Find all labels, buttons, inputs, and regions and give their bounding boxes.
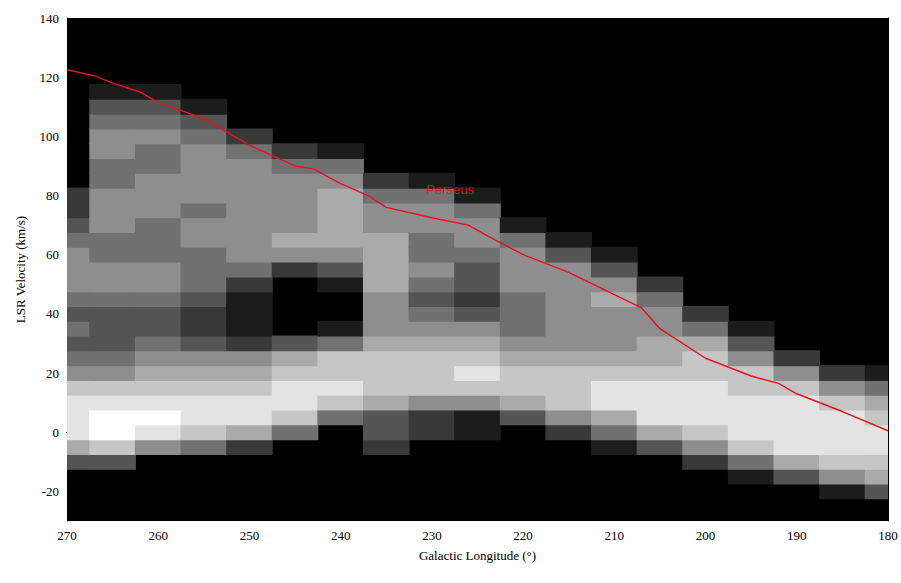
svg-text:140: 140 [40,11,60,26]
svg-text:100: 100 [40,129,60,144]
svg-text:20: 20 [46,366,59,381]
svg-text:220: 220 [513,528,533,543]
svg-text:120: 120 [40,70,60,85]
svg-text:270: 270 [57,528,77,543]
svg-text:250: 250 [240,528,260,543]
svg-text:230: 230 [422,528,442,543]
svg-text:Galactic Longitude (°): Galactic Longitude (°) [419,548,536,563]
svg-text:0: 0 [53,425,60,440]
svg-text:LSR Velocity (km/s): LSR Velocity (km/s) [13,216,28,323]
svg-text:80: 80 [46,188,59,203]
svg-text:180: 180 [878,528,898,543]
svg-text:40: 40 [46,306,59,321]
svg-text:240: 240 [331,528,351,543]
svg-text:190: 190 [787,528,807,543]
svg-text:210: 210 [605,528,625,543]
svg-text:200: 200 [696,528,716,543]
svg-text:60: 60 [46,247,59,262]
svg-text:-20: -20 [42,484,59,499]
svg-text:Perseus: Perseus [426,182,474,197]
svg-text:260: 260 [148,528,168,543]
